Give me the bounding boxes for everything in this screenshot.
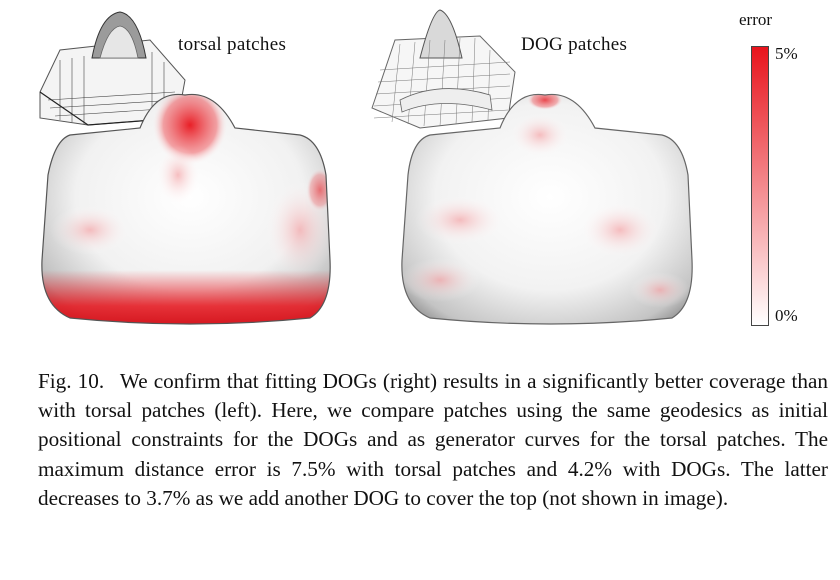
figure-caption: Fig. 10. We confirm that fitting DOGs (r… — [38, 367, 828, 513]
right-heightfield-dog — [401, 93, 693, 325]
left-panel-label: torsal patches — [178, 34, 287, 55]
caption-text: We confirm that fitting DOGs (right) res… — [38, 369, 829, 510]
left-heightfield-torsal — [41, 93, 331, 325]
colorbar-max-label: 5% — [775, 44, 798, 63]
figure-graphics — [39, 9, 768, 325]
right-panel-label: DOG patches — [521, 34, 628, 55]
colorbar-gradient — [752, 47, 768, 325]
right-inset-wireframe — [371, 9, 516, 129]
figure: torsal patches DOG patches error 5% 0% — [39, 9, 798, 326]
colorbar-frame — [751, 46, 769, 326]
figure-number: Fig. 10. — [38, 369, 105, 393]
colorbar-min-label: 0% — [775, 306, 798, 325]
left-inset-wireframe — [39, 11, 186, 126]
colorbar-title: error — [739, 10, 773, 29]
